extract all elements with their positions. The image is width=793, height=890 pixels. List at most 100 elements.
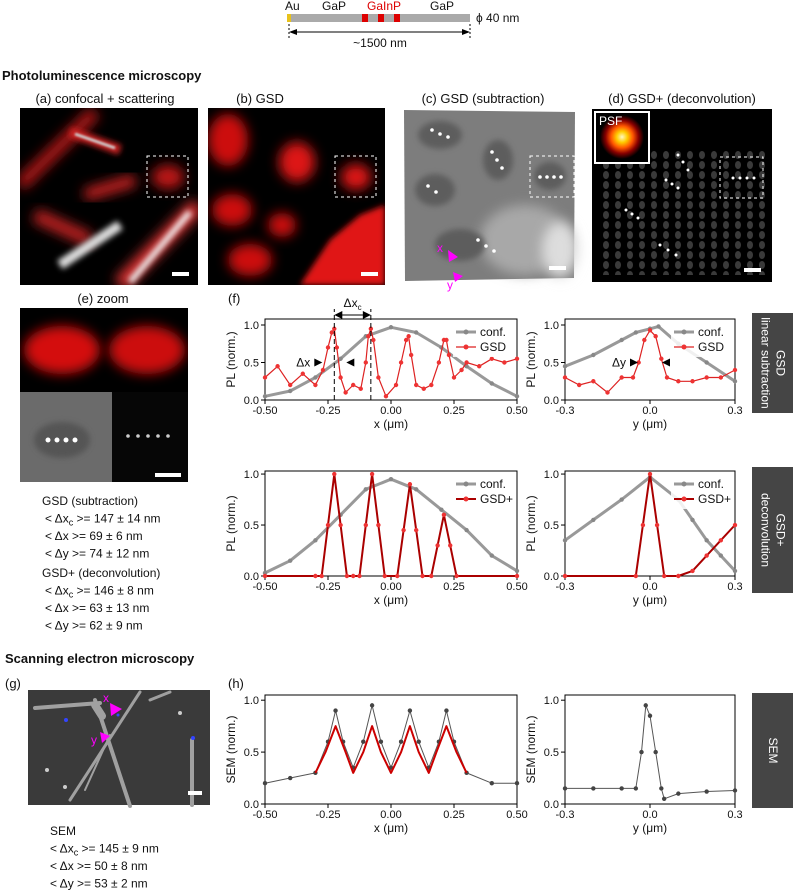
- data-point: [704, 553, 709, 558]
- data-point: [647, 713, 653, 718]
- data-point: [718, 538, 724, 543]
- x-tick-label: -0.25: [315, 581, 340, 593]
- section-title: Scanning electron microscopy: [5, 651, 195, 666]
- series-line: [265, 473, 517, 577]
- data-point: [664, 375, 670, 380]
- data-point: [591, 352, 596, 358]
- panel-title: (c) GSD (subtraction): [422, 91, 545, 106]
- stats-text: < Δx: [45, 584, 69, 598]
- data-point: [414, 527, 419, 533]
- data-point: [619, 337, 624, 343]
- x-tick-label: 0.25: [443, 405, 464, 417]
- legend-box: [671, 475, 732, 509]
- y-tick-label: 1.0: [544, 320, 559, 332]
- data-point: [514, 573, 520, 579]
- annotation-text: Δx: [344, 296, 358, 310]
- legend-label: GSD: [698, 340, 724, 354]
- annotation-sub: c: [358, 303, 362, 312]
- data-point: [368, 326, 374, 331]
- data-point: [363, 487, 368, 492]
- x-tick-label: 0.3: [727, 809, 742, 821]
- data-point: [398, 360, 404, 365]
- axis-marker: y: [91, 733, 97, 747]
- data-point: [732, 522, 738, 528]
- stats-text: < Δy >= 74 ± 12 nm: [45, 547, 149, 561]
- data-point: [562, 538, 568, 543]
- data-point: [388, 325, 394, 330]
- data-point: [378, 739, 384, 744]
- psf-label: PSF: [599, 114, 622, 128]
- arrow-head: [346, 358, 355, 367]
- panel-label: (g): [5, 676, 21, 691]
- data-point: [591, 517, 596, 523]
- x-tick-label: -0.3: [556, 809, 575, 821]
- stats-line: < Δxc >= 147 ± 14 nm: [45, 512, 161, 528]
- y-tick-label: 0.5: [544, 747, 559, 759]
- legend-marker: [681, 496, 687, 502]
- x-tick-label: 0.00: [380, 809, 401, 821]
- data-point: [288, 382, 293, 388]
- arrow-head: [362, 311, 371, 319]
- data-point: [619, 497, 624, 502]
- arrow-head: [630, 358, 638, 367]
- data-point: [351, 382, 356, 388]
- data-point: [420, 573, 425, 579]
- image-sem: y x: [28, 690, 210, 808]
- y-axis-label: PL (norm.): [224, 495, 238, 551]
- data-point: [464, 527, 469, 533]
- x-tick-label: 0.00: [380, 581, 401, 593]
- data-point: [407, 482, 413, 487]
- data-point: [288, 558, 293, 563]
- y-tick-label: 0.0: [244, 395, 259, 407]
- data-point: [514, 356, 520, 361]
- x-tick-label: -0.25: [315, 809, 340, 821]
- data-point: [338, 356, 343, 361]
- stats-title: SEM: [50, 824, 76, 838]
- y-tick-label: 0.0: [544, 395, 559, 407]
- data-point: [388, 476, 394, 482]
- legend-box: [453, 323, 514, 357]
- data-point: [262, 781, 268, 786]
- axis-marker: y: [447, 278, 453, 292]
- data-point: [288, 388, 293, 394]
- annotation: Δxc: [344, 296, 362, 312]
- annotation: Δx: [296, 356, 310, 370]
- x-axis-label: y (μm): [633, 593, 667, 607]
- data-point: [718, 375, 724, 380]
- panel-title: (a) confocal + scattering: [35, 91, 174, 106]
- data-point: [704, 375, 709, 380]
- legend-marker: [681, 329, 687, 335]
- data-point: [633, 786, 639, 791]
- data-point: [363, 522, 368, 528]
- series-line: [314, 725, 468, 774]
- arrow-head: [289, 29, 297, 35]
- x-tick-label: -0.50: [252, 581, 277, 593]
- stats-sub: c: [69, 518, 74, 528]
- data-point: [489, 381, 494, 386]
- data-point: [562, 364, 568, 369]
- data-point: [357, 573, 362, 579]
- data-point: [661, 796, 667, 802]
- y-axis-label: SEM (norm.): [524, 715, 538, 783]
- arrow-head: [334, 311, 343, 319]
- data-point: [262, 573, 268, 579]
- side-label: SEM: [766, 737, 780, 763]
- label-au: Au: [285, 0, 300, 13]
- x-tick-label: 0.0: [642, 581, 657, 593]
- legend-label: GSD+: [698, 492, 731, 506]
- data-point: [489, 553, 494, 558]
- nanowire-schematic: Au GaP GaInP GaP ϕ 40 nm ~1500 nm: [285, 0, 519, 50]
- data-point: [369, 471, 375, 477]
- data-point: [401, 527, 406, 533]
- x-tick-label: 0.25: [443, 809, 464, 821]
- x-axis-label: x (μm): [374, 593, 408, 607]
- plot-frame: [564, 694, 736, 805]
- data-point: [690, 517, 695, 523]
- stats-text: < Δx: [50, 842, 74, 856]
- data-point: [300, 371, 305, 376]
- y-axis-label: SEM (norm.): [224, 715, 238, 783]
- data-point: [338, 522, 343, 528]
- gainp-segment: [378, 14, 384, 22]
- data-point: [275, 364, 280, 369]
- y-tick-label: 1.0: [244, 320, 259, 332]
